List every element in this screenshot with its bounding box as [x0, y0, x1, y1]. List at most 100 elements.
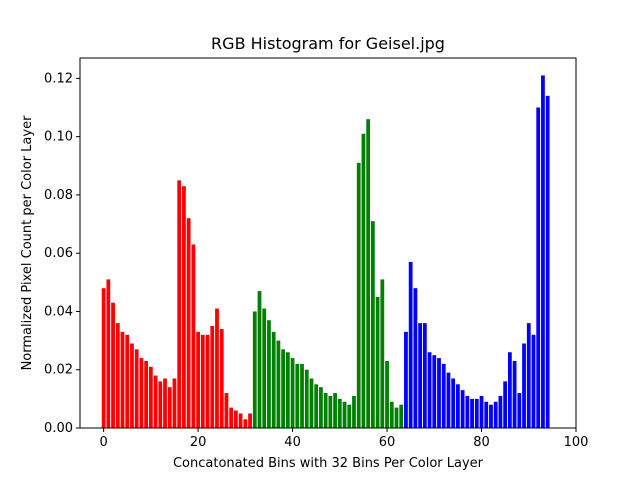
- bar-0-31: [248, 413, 252, 428]
- bar-2-94: [545, 95, 550, 428]
- bar-2-69: [427, 352, 432, 428]
- bar-2-73: [446, 372, 451, 428]
- bar-1-62: [394, 407, 399, 428]
- bar-2-93: [541, 75, 545, 428]
- x-tick-label: 100: [564, 435, 589, 450]
- y-tick-label: 0.02: [44, 363, 73, 378]
- bar-1-49: [333, 393, 337, 428]
- bar-0-0: [101, 288, 106, 428]
- x-axis-label: Concatonated Bins with 32 Bins Per Color…: [173, 456, 484, 471]
- bar-0-14: [167, 387, 172, 428]
- bar-1-34: [262, 308, 267, 428]
- bar-2-82: [489, 404, 493, 428]
- bar-1-44: [309, 378, 314, 428]
- bar-0-20: [196, 331, 200, 428]
- bar-2-74: [451, 378, 456, 428]
- bar-2-72: [441, 363, 446, 428]
- bar-2-83: [493, 401, 498, 428]
- bar-2-71: [437, 358, 441, 428]
- bar-2-92: [536, 107, 541, 428]
- bar-0-13: [163, 378, 167, 428]
- bar-0-27: [229, 407, 234, 428]
- bar-2-90: [526, 323, 531, 428]
- bar-0-17: [182, 186, 186, 428]
- bar-1-61: [389, 401, 394, 428]
- bar-0-8: [139, 358, 144, 428]
- bar-2-85: [503, 381, 508, 428]
- bar-0-12: [158, 381, 163, 428]
- bar-0-3: [115, 323, 120, 428]
- x-tick-label: 0: [99, 435, 107, 450]
- bar-1-54: [356, 162, 361, 428]
- bars-group: [101, 75, 550, 429]
- y-tick-label: 0.04: [44, 304, 73, 319]
- bar-0-18: [186, 218, 191, 428]
- bar-2-65: [408, 261, 413, 428]
- bar-1-41: [295, 363, 300, 428]
- bar-1-45: [314, 384, 319, 428]
- bar-1-59: [380, 279, 385, 428]
- bar-2-75: [456, 384, 460, 428]
- bar-1-38: [281, 349, 286, 428]
- bar-2-84: [498, 395, 503, 428]
- bar-1-55: [361, 133, 366, 428]
- bar-1-36: [271, 331, 276, 428]
- bar-0-19: [191, 244, 196, 428]
- bar-2-89: [522, 343, 526, 428]
- bar-1-40: [290, 358, 295, 428]
- bar-1-51: [342, 401, 347, 428]
- bar-1-37: [276, 340, 281, 428]
- bar-2-81: [484, 401, 489, 428]
- y-axis-label: Normalized Pixel Count per Color Layer: [20, 115, 35, 370]
- bar-2-70: [432, 355, 437, 428]
- bar-1-35: [267, 320, 271, 428]
- bar-1-50: [337, 398, 342, 428]
- y-tick-label: 0.12: [44, 71, 73, 86]
- bar-0-6: [130, 343, 134, 428]
- bar-0-7: [134, 349, 139, 428]
- y-axis-ticks: 0.00 0.02 0.04 0.06 0.08 0.10 0.12: [44, 71, 80, 436]
- bar-2-86: [507, 352, 512, 428]
- bar-0-24: [215, 308, 219, 428]
- x-tick-label: 20: [190, 435, 207, 450]
- bar-0-2: [111, 302, 115, 428]
- bar-1-43: [304, 369, 309, 428]
- bar-1-58: [375, 296, 380, 428]
- bar-2-76: [460, 390, 465, 428]
- bar-2-91: [531, 334, 536, 428]
- bar-2-78: [470, 398, 474, 428]
- bar-2-88: [517, 393, 522, 428]
- bar-1-33: [257, 291, 262, 428]
- bar-0-28: [233, 410, 238, 428]
- bar-1-42: [300, 363, 304, 428]
- bar-0-29: [238, 413, 243, 428]
- y-tick-label: 0.10: [44, 130, 73, 145]
- bar-0-15: [172, 378, 177, 428]
- bar-0-22: [205, 334, 210, 428]
- bar-0-25: [219, 328, 224, 428]
- bar-1-48: [328, 395, 333, 428]
- bar-2-68: [422, 323, 427, 428]
- bar-0-9: [144, 360, 149, 428]
- bar-0-11: [153, 375, 158, 428]
- bar-1-53: [352, 395, 356, 428]
- bar-2-66: [413, 288, 418, 428]
- bar-1-57: [370, 221, 375, 428]
- bar-0-4: [120, 331, 125, 428]
- x-axis-ticks: 0 20 40 60 80 100: [99, 428, 588, 450]
- x-tick-label: 40: [284, 435, 301, 450]
- bar-0-5: [125, 334, 130, 428]
- bar-2-79: [474, 398, 479, 428]
- bar-1-39: [285, 352, 290, 428]
- bar-2-67: [418, 323, 423, 428]
- bar-0-16: [177, 180, 182, 428]
- bar-0-21: [200, 334, 205, 428]
- bar-2-77: [465, 395, 470, 428]
- bar-1-56: [366, 119, 371, 429]
- y-tick-label: 0.08: [44, 188, 73, 203]
- bar-1-32: [252, 311, 257, 428]
- bar-1-60: [385, 360, 389, 428]
- chart-title: RGB Histogram for Geisel.jpg: [211, 34, 445, 53]
- x-tick-label: 60: [379, 435, 396, 450]
